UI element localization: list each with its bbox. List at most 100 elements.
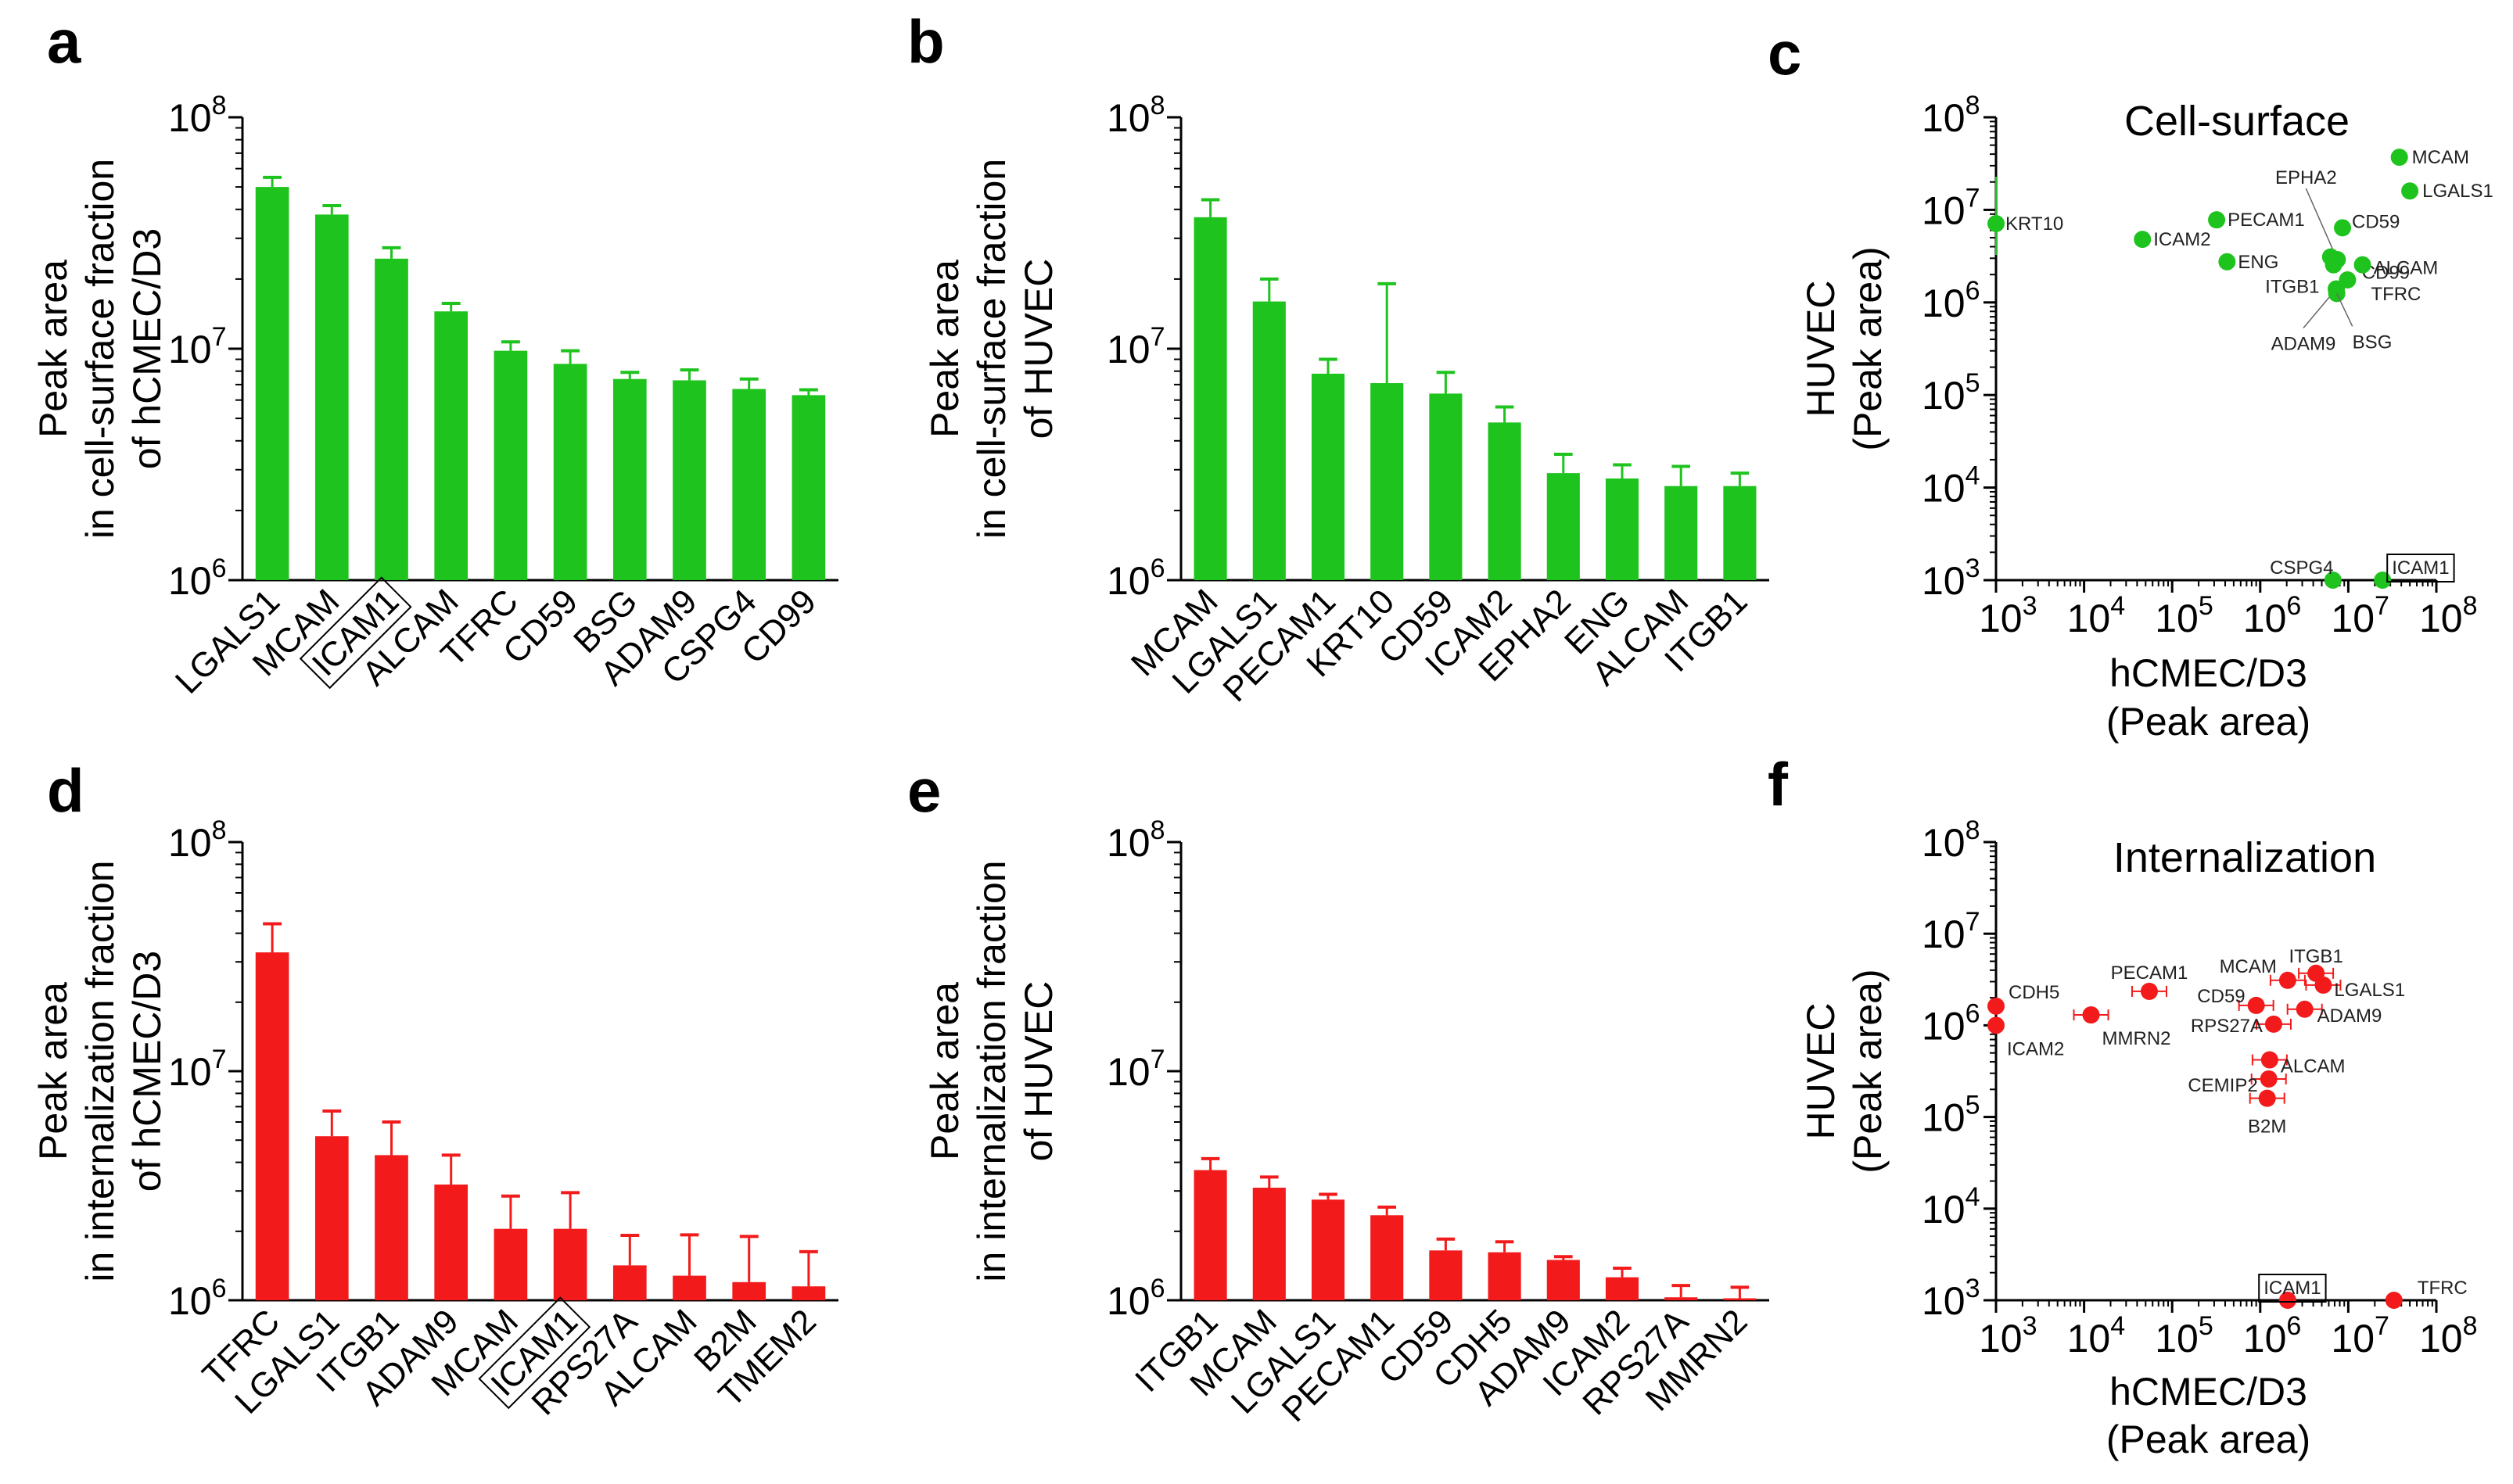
tick-exponent: 7 [212,322,227,352]
tick-exponent: 7 [1966,183,1980,213]
tick-base: 10 [1979,1317,2023,1360]
tick-base: 10 [168,96,212,140]
tick-exponent: 4 [2110,591,2125,621]
tick-exponent: 8 [1151,91,1165,120]
bar-mmrn2 [1723,1298,1757,1300]
tick-exponent: 6 [212,554,227,583]
y-tick-label: 108 [1922,815,1980,865]
bar-cdh5 [1488,1252,1521,1300]
tick-base: 10 [1922,467,1966,511]
point-cspg4 [2324,572,2342,589]
x-tick-label: 105 [2155,1311,2213,1360]
tick-base: 10 [168,1050,212,1094]
y-tick-label: 106 [168,554,227,603]
tick-base: 10 [2067,597,2111,640]
tick-exponent: 7 [1151,1045,1165,1074]
point-cd59 [2334,219,2352,237]
point-label-itgb1: ITGB1 [2265,277,2319,298]
point-label-mcam: MCAM [2412,147,2469,168]
point-pecam1 [2208,211,2226,229]
point-eng [2218,253,2236,271]
y-axis-title-line: (Peak area) [1846,969,1890,1173]
point-label-cspg4: CSPG4 [2270,557,2333,579]
highlight-box [2386,554,2455,582]
point-mmrn2 [2082,1006,2100,1024]
bar-itgb1 [1723,486,1757,580]
point-adam9 [2296,1000,2314,1018]
point-label-icam2: ICAM2 [2153,229,2210,250]
tick-exponent: 6 [1966,276,1980,306]
y-tick-label: 107 [1922,907,1980,956]
point-mcam [2278,971,2296,989]
tick-base: 10 [2331,1317,2375,1360]
bar-lgals1 [1252,301,1286,580]
tick-base: 10 [2155,597,2199,640]
tick-base: 10 [1922,1096,1966,1140]
tick-exponent: 7 [2375,1311,2389,1341]
x-tick-label: 104 [2067,1311,2126,1360]
tick-exponent: 7 [1966,907,1980,937]
point-icam1 [2374,572,2392,589]
bar-adam9 [1546,1260,1580,1300]
y-axis-title-line: in cell-surface fraction [970,159,1014,539]
point-icam2 [1987,1016,2005,1034]
point-label-mcam: MCAM [2220,956,2277,977]
tick-exponent: 8 [2463,591,2478,621]
point-pecam1 [2140,982,2158,1000]
point-label-pecam1: PECAM1 [2111,962,2188,984]
highlight-box [478,1296,591,1410]
tick-base: 10 [2419,597,2463,640]
point-cemip2 [2260,1070,2278,1088]
tick-base: 10 [168,559,212,603]
tick-base: 10 [1107,1050,1151,1094]
bar-mcam [1194,217,1227,580]
tick-exponent: 3 [2023,1311,2037,1341]
point-label-cdh5: CDH5 [2009,982,2059,1003]
point-label-cd59: CD59 [2197,986,2245,1007]
point-label-adam9: ADAM9 [2271,333,2336,354]
tick-base: 10 [2419,1317,2463,1360]
point-label-icam1: ICAM1 [2392,557,2449,579]
y-tick-label: 108 [1107,815,1165,865]
leader-line [2335,293,2353,327]
point-alcam [2260,1051,2278,1069]
tick-base: 10 [1922,1188,1966,1231]
tick-exponent: 3 [1966,1274,1980,1303]
point-label-lgals1: LGALS1 [2334,980,2405,1001]
y-axis-title-line: Peak area [923,982,967,1160]
bar-mcam [494,1228,528,1300]
tick-exponent: 6 [212,1274,227,1303]
leader-line [2305,188,2339,260]
point-itgb1 [2325,256,2342,274]
x-tick-label: 107 [2331,591,2389,640]
bar-itgb1 [1194,1170,1227,1300]
y-axis-title-line: Peak area [923,260,967,438]
tick-exponent: 7 [2375,591,2389,621]
x-axis-title-line: hCMEC/D3 [2109,1370,2307,1414]
y-axis-title-line: HUVEC [1799,1002,1843,1139]
y-axis-title-line: Peak area [31,260,75,438]
y-axis-title-line: of hCMEC/D3 [125,951,169,1192]
point-label-icam1: ICAM1 [2263,1278,2321,1299]
bar-alcam [673,1275,706,1300]
point-cd59 [2247,996,2265,1014]
y-tick-label: 107 [1107,1045,1165,1094]
panel-f: f103103104104105105106106107107108108Int… [1768,750,2478,1461]
bar-b2m [732,1281,766,1300]
y-axis-title-line: HUVEC [1799,280,1843,417]
tick-exponent: 8 [1151,815,1165,845]
bar-tmem2 [792,1286,826,1300]
point-lgals1 [2401,182,2419,200]
y-axis-title-line: of HUVEC [1017,259,1061,439]
bar-icam2 [1605,1277,1639,1300]
tick-exponent: 7 [212,1045,227,1074]
bar-cd59 [1429,393,1463,580]
tick-base: 10 [1107,96,1151,140]
bar-cspg4 [732,389,766,580]
tick-base: 10 [2067,1317,2111,1360]
bar-tfrc [255,952,289,1300]
tick-base: 10 [1979,597,2023,640]
